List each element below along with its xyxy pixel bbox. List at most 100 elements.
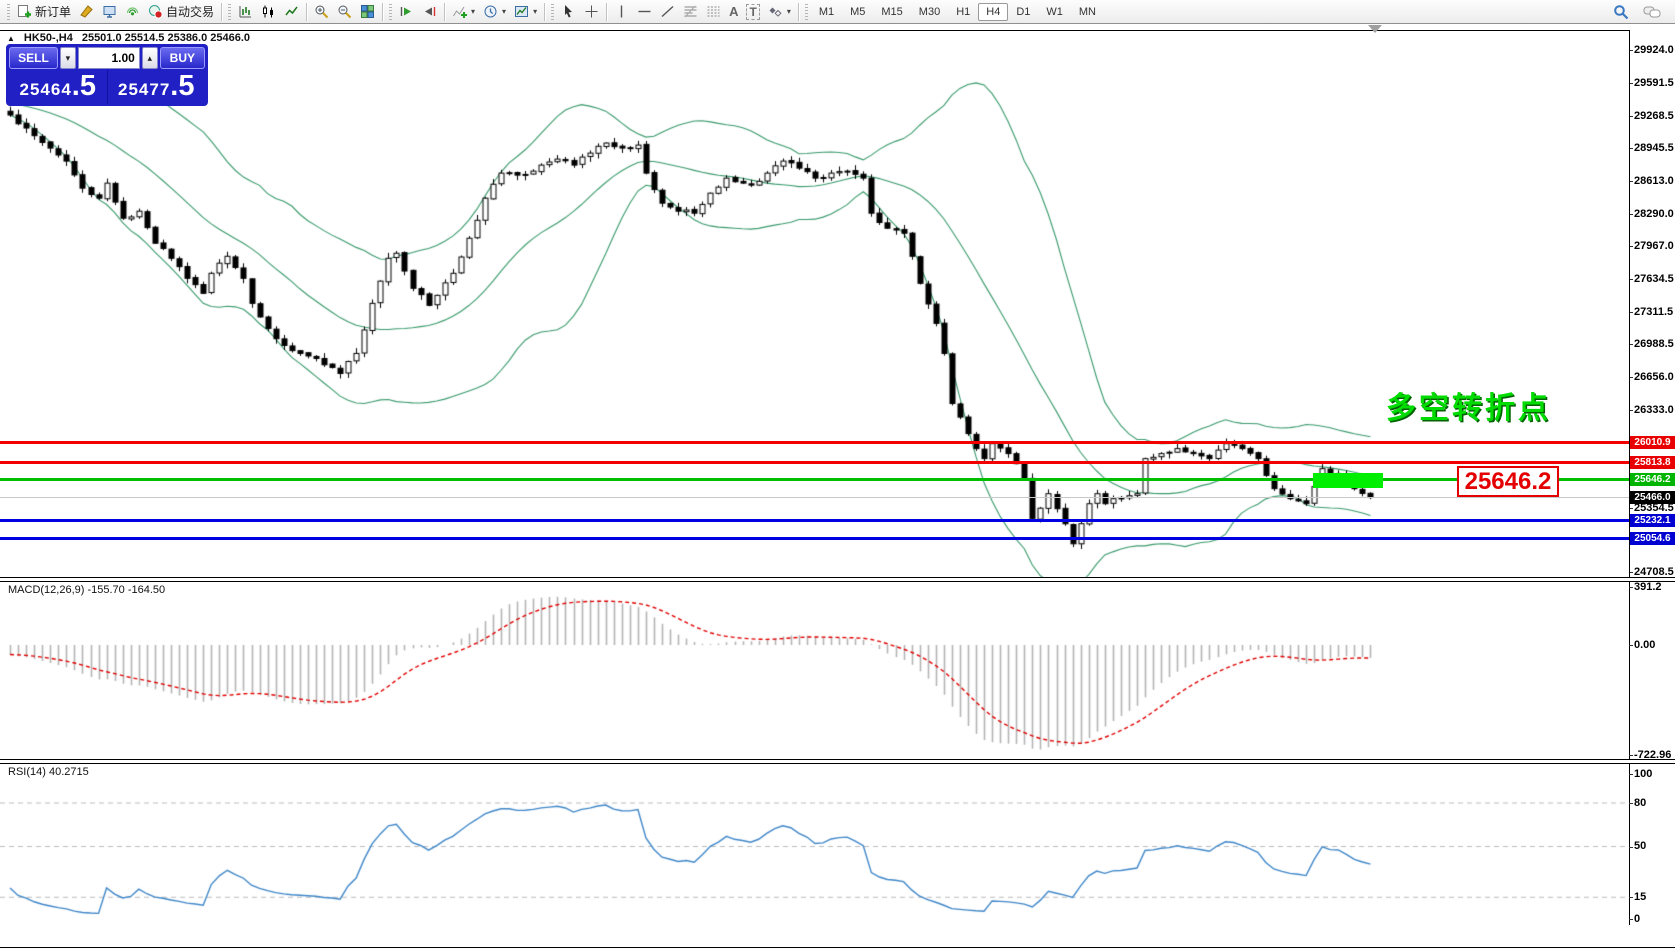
chart-top-border xyxy=(0,30,1630,31)
time-axis-border xyxy=(0,947,1675,949)
sell-price[interactable]: 25464.5 xyxy=(9,70,108,104)
rsi-tick xyxy=(1629,846,1633,848)
chat-button[interactable] xyxy=(1639,2,1665,22)
vertical-line-tool-button[interactable] xyxy=(610,2,633,22)
text-label-tool-button[interactable]: T xyxy=(742,2,763,22)
auto-scroll-button[interactable] xyxy=(395,2,418,22)
buy-button[interactable]: BUY xyxy=(159,47,205,69)
text-tool-button[interactable]: A xyxy=(725,2,742,22)
timeframe-M30[interactable]: M30 xyxy=(918,5,941,18)
candlestick-chart-button[interactable] xyxy=(257,2,280,22)
volume-decrease-button[interactable]: ▾ xyxy=(60,47,76,69)
rsi-tick xyxy=(1629,803,1633,804)
timeframe-M15[interactable]: M15 xyxy=(881,5,903,18)
price-tick-label: 29924.0 xyxy=(1634,44,1674,56)
new-order-button[interactable]: 新订单 xyxy=(13,2,75,22)
horizontal-level-line[interactable] xyxy=(0,477,1629,481)
cursor-icon xyxy=(561,4,576,19)
styles-button[interactable] xyxy=(75,2,98,22)
auto-scroll-icon xyxy=(399,4,414,19)
horizontal-level-line[interactable] xyxy=(0,441,1629,444)
macd-tick xyxy=(1629,587,1633,588)
fibo-retracement-tool-button[interactable] xyxy=(679,2,702,22)
timeframe-group: M1 M5 M15 M30 H1 H4 D1 W1 MN xyxy=(811,2,1104,21)
profiles-button[interactable] xyxy=(98,2,121,22)
rsi-tick-label: 0 xyxy=(1634,912,1641,925)
price-tick-label: 28945.5 xyxy=(1634,142,1674,155)
rsi-tick-label: 15 xyxy=(1634,890,1647,903)
rsi-tick xyxy=(1629,774,1633,775)
dropdown-caret-icon: ▾ xyxy=(533,7,538,16)
collapse-arrow-icon[interactable]: ▲ xyxy=(7,33,15,43)
chart-title: ▲ HK50-,H4 25501.0 25514.5 25386.0 25466… xyxy=(7,32,250,44)
tile-windows-button[interactable] xyxy=(356,2,379,22)
volume-increase-button[interactable]: ▴ xyxy=(141,47,158,69)
text-label-icon: T xyxy=(746,3,760,20)
rsi-tick xyxy=(1629,897,1633,899)
turning-point-annotation[interactable]: 多空转折点 xyxy=(1386,392,1551,425)
indicators-button[interactable]: ▾ xyxy=(448,2,479,22)
price-tick xyxy=(1629,344,1633,346)
chart-shift-button[interactable] xyxy=(418,2,441,22)
chart-shift-marker[interactable] xyxy=(1368,25,1382,33)
rsi-tick-label: 100 xyxy=(1634,767,1653,780)
cursor-tool-button[interactable] xyxy=(557,2,580,22)
price-tick-label: 27311.5 xyxy=(1634,305,1674,318)
signal-waves-icon xyxy=(125,4,140,19)
dropdown-caret-icon: ▾ xyxy=(471,7,476,16)
toolbar: 新订单 自动交易 ▾ ▾ ▾ A T ▾ xyxy=(0,0,1675,24)
buy-price[interactable]: 25477.5 xyxy=(118,70,195,102)
zoom-in-button[interactable] xyxy=(310,2,333,22)
trendline-tool-button[interactable] xyxy=(656,2,679,22)
one-click-trading-panel: SELL ▾ ▴ BUY 25464.5 25477.5 xyxy=(6,44,208,106)
line-chart-button[interactable] xyxy=(280,2,303,22)
price-chart-canvas[interactable] xyxy=(0,31,1629,582)
periods-button[interactable]: ▾ xyxy=(479,2,510,22)
timeframe-W1[interactable]: W1 xyxy=(1046,5,1063,18)
fibo-expansion-tool-button[interactable] xyxy=(702,2,725,22)
crosshair-tool-button[interactable] xyxy=(580,2,603,22)
price-tick-label: 27967.0 xyxy=(1634,240,1674,253)
rsi-label: RSI(14) 40.2715 xyxy=(8,766,89,778)
macd-tick xyxy=(1629,755,1633,756)
signals-button[interactable] xyxy=(121,2,144,22)
timeframe-D1[interactable]: D1 xyxy=(1016,5,1031,18)
timeframe-M1[interactable]: M1 xyxy=(818,5,835,18)
horizontal-level-line[interactable] xyxy=(0,496,1629,498)
zoom-out-button[interactable] xyxy=(333,2,356,22)
pane-separator[interactable] xyxy=(0,759,1675,764)
rsi-canvas[interactable] xyxy=(0,766,1629,922)
horizontal-level-line[interactable] xyxy=(0,519,1629,523)
shapes-tool-button[interactable]: ▾ xyxy=(764,2,795,22)
candlestick-icon xyxy=(261,4,276,19)
horizontal-line-icon xyxy=(637,4,652,19)
price-tick xyxy=(1629,50,1633,51)
price-tick xyxy=(1629,409,1633,411)
macd-canvas[interactable] xyxy=(0,581,1629,757)
search-button[interactable] xyxy=(1609,2,1633,22)
line-chart-icon xyxy=(284,4,299,19)
templates-button[interactable]: ▾ xyxy=(510,2,541,22)
chat-icon xyxy=(1643,4,1661,20)
timeframe-H4[interactable]: H4 xyxy=(978,2,1009,21)
horizontal-level-line[interactable] xyxy=(0,460,1629,464)
horizontal-line-tool-button[interactable] xyxy=(633,2,656,22)
volume-input[interactable] xyxy=(77,47,140,69)
highlight-rectangle[interactable] xyxy=(1313,473,1383,488)
bar-chart-button[interactable] xyxy=(234,2,257,22)
price-level-tag: 25813.8 xyxy=(1630,455,1675,469)
timeframe-MN[interactable]: MN xyxy=(1078,5,1096,18)
price-callout-box[interactable]: 25646.2 xyxy=(1457,466,1559,497)
clock-icon xyxy=(483,4,498,19)
auto-trading-button[interactable]: 自动交易 xyxy=(144,2,218,22)
timeframe-H1[interactable]: H1 xyxy=(956,5,971,18)
price-tick-label: 25354.5 xyxy=(1634,501,1674,514)
price-tick xyxy=(1629,83,1633,85)
macd-label: MACD(12,26,9) -155.70 -164.50 xyxy=(8,584,166,596)
rsi-tick-label: 80 xyxy=(1634,796,1647,809)
sell-button[interactable]: SELL xyxy=(9,47,59,69)
horizontal-level-line[interactable] xyxy=(0,536,1629,540)
timeframe-M5[interactable]: M5 xyxy=(850,5,866,18)
auto-trading-label: 自动交易 xyxy=(166,5,215,19)
